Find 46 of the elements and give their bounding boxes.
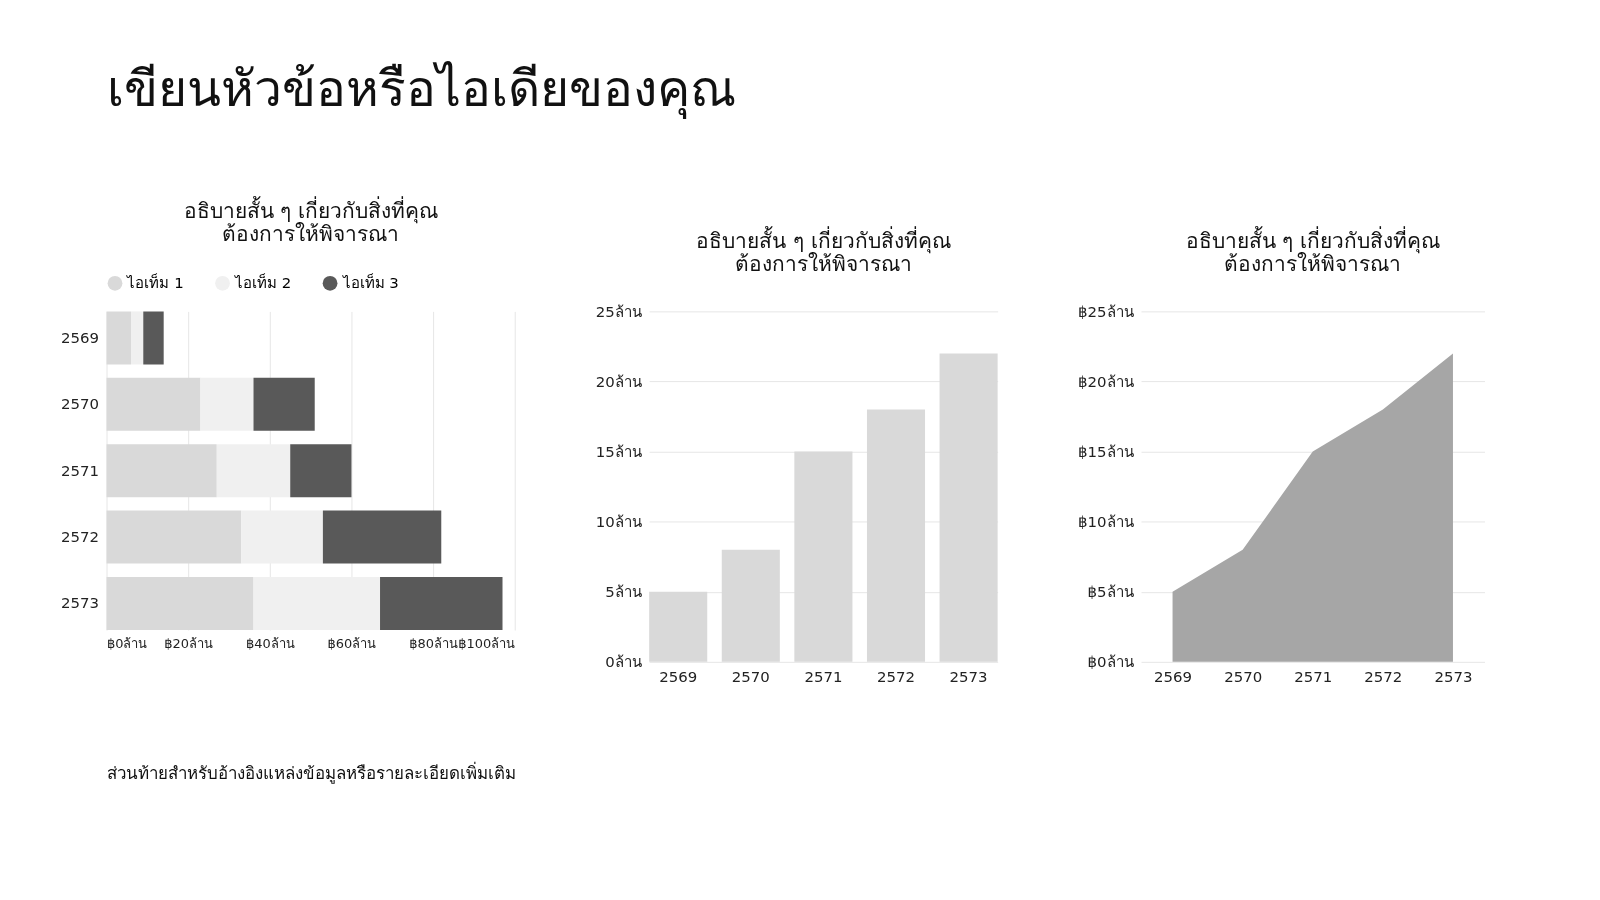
y-tick-label: 2573 <box>61 594 100 613</box>
y-tick-label: ฿0ล้าน <box>1087 653 1134 672</box>
chart-title: อธิบายสั้น ๆ เกี่ยวกับสิ่งที่คุณ ต้องการให้พิจารณา <box>696 225 951 276</box>
y-tick-label: 2570 <box>61 395 100 414</box>
x-tick-label: 2569 <box>1154 668 1193 687</box>
y-tick-label: ฿15ล้าน <box>1078 443 1134 462</box>
x-tick-label: 2570 <box>1224 668 1263 687</box>
bar <box>794 451 853 662</box>
x-tick-label: ฿60ล้าน <box>327 636 377 652</box>
x-tick-label: ฿0ล้าน <box>107 636 148 652</box>
y-tick-label: 5ล้าน <box>605 583 642 602</box>
text: ส่วนท้ายสำหรับอ้างอิงแหล่งข้อมูลหรือรายละเอียดเพิ่มเติม <box>106 761 516 785</box>
y-tick-label: 0ล้าน <box>605 653 642 672</box>
y-tick-label: ฿10ล้าน <box>1078 513 1134 532</box>
y-tick-label: 20ล้าน <box>595 372 642 391</box>
chart-title: อธิบายสั้น ๆ เกี่ยวกับสิ่งที่คุณ ต้องการให้พิจารณา <box>183 195 438 246</box>
y-tick-label: 25ล้าน <box>595 302 642 321</box>
y-tick-label: 2569 <box>61 328 100 347</box>
legend-label: ไอเท็ม 1 <box>126 273 184 293</box>
x-tick-label: 2571 <box>1294 668 1333 687</box>
x-tick-label: 2573 <box>949 668 988 687</box>
x-tick-label: ฿80ล้าน <box>409 636 458 652</box>
x-tick-label: 2571 <box>804 668 843 687</box>
x-tick-label: 2570 <box>731 668 770 687</box>
x-tick-label: 2573 <box>1434 668 1473 687</box>
x-tick-label: ฿40ล้าน <box>245 636 295 652</box>
y-tick-label: 2572 <box>61 528 100 547</box>
x-tick-label: 2569 <box>659 668 698 687</box>
x-tick-label: 2572 <box>1364 668 1403 687</box>
bar <box>866 409 926 662</box>
legend-label: ไอเท็ม 2 <box>233 273 292 293</box>
y-tick-label: ฿5ล้าน <box>1087 583 1134 602</box>
y-tick-label: ฿25ล้าน <box>1078 302 1134 321</box>
text: เขียนหัวข้อหรือไอเดียของคุณ <box>106 60 736 120</box>
y-tick-label: 10ล้าน <box>595 513 642 532</box>
x-tick-label: 2572 <box>877 668 915 687</box>
legend-label: ไอเท็ม 3 <box>341 273 399 293</box>
y-tick-label: 15ล้าน <box>595 443 642 462</box>
chart-title: อธิบายสั้น ๆ เกี่ยวกับสิ่งที่คุณ ต้องการให้พิจารณา <box>1185 225 1440 276</box>
x-tick-label: ฿20ล้าน <box>164 636 214 652</box>
bar <box>649 591 708 662</box>
y-tick-label: ฿20ล้าน <box>1078 372 1134 391</box>
bar <box>721 549 780 662</box>
x-tick-label: ฿100ล้าน <box>458 636 516 652</box>
bar <box>939 353 998 662</box>
y-tick-label: 2571 <box>61 461 100 480</box>
